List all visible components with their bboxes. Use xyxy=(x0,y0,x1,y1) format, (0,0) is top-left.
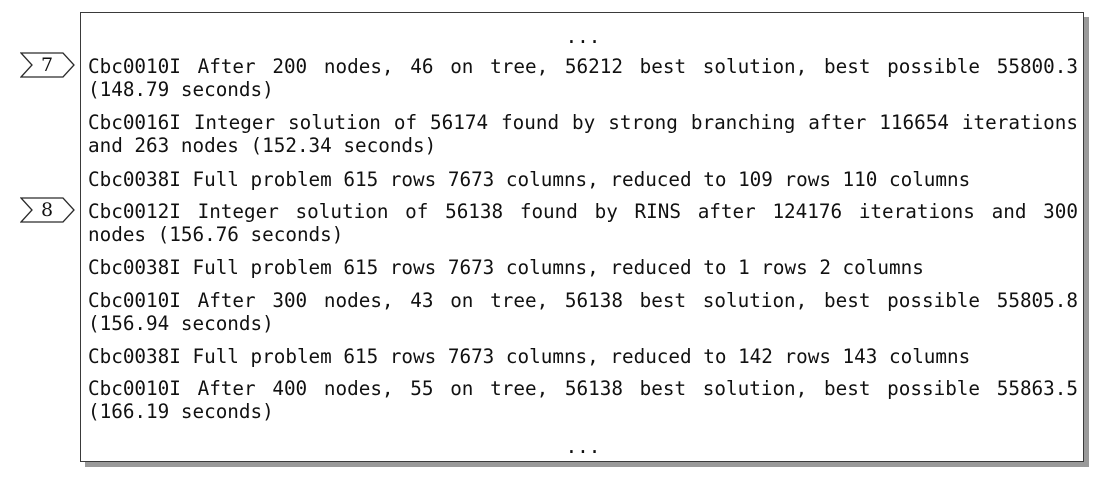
log-line: Cbc0038I Full problem 615 rows 7673 colu… xyxy=(88,168,971,191)
marker-label: 7 xyxy=(40,54,54,76)
step-marker-7: 7 xyxy=(20,52,76,78)
log-line: Cbc0012I Integer solution of 56138 found… xyxy=(88,200,1078,246)
log-output-box: ... Cbc0010I After 200 nodes, 46 on tree… xyxy=(80,12,1084,462)
step-marker-8: 8 xyxy=(20,197,76,223)
log-line: Cbc0010I After 400 nodes, 55 on tree, 56… xyxy=(88,377,1078,423)
log-line: Cbc0010I After 300 nodes, 43 on tree, 56… xyxy=(88,289,1078,335)
marker-tag-icon xyxy=(20,52,75,78)
log-line: Cbc0010I After 200 nodes, 46 on tree, 56… xyxy=(88,55,1078,101)
log-line: Cbc0038I Full problem 615 rows 7673 colu… xyxy=(88,345,971,368)
bottom-ellipsis: ... xyxy=(565,435,601,458)
log-line: Cbc0016I Integer solution of 56174 found… xyxy=(88,111,1078,157)
marker-label: 8 xyxy=(40,199,54,221)
marker-tag-icon xyxy=(20,197,75,223)
top-ellipsis: ... xyxy=(565,25,601,48)
log-line: Cbc0038I Full problem 615 rows 7673 colu… xyxy=(88,256,924,279)
